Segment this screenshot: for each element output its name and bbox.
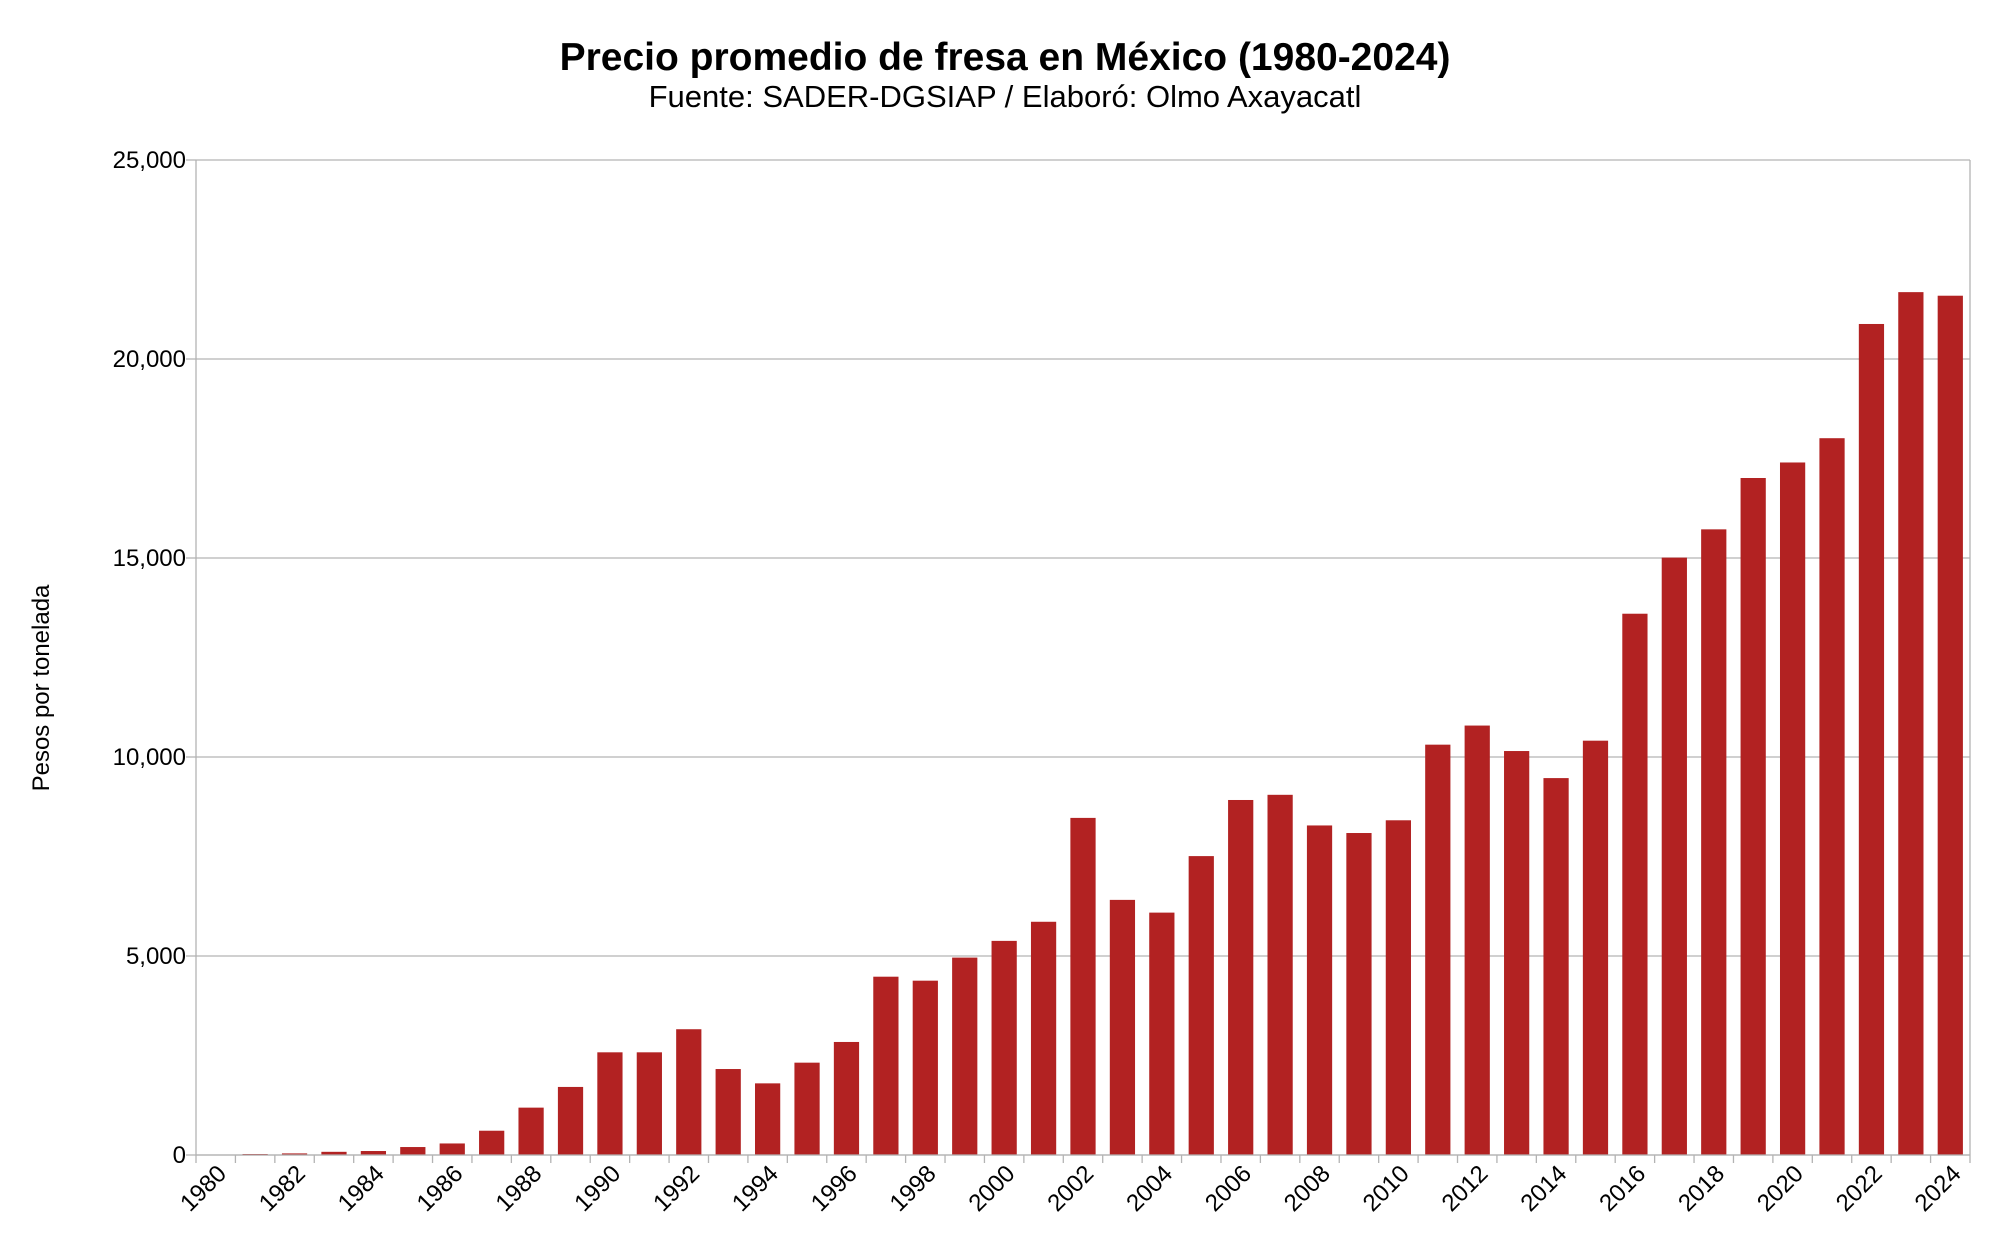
y-tick-label: 5,000	[126, 943, 186, 970]
bar-1990	[597, 1052, 623, 1155]
y-axis-label: Pesos por tonelada	[28, 584, 55, 791]
x-tick-label: 1982	[254, 1160, 311, 1217]
x-tick-label: 2018	[1673, 1160, 1730, 1217]
x-tick-label: 1984	[333, 1160, 390, 1217]
bar-2002	[1070, 817, 1096, 1155]
bar-1998	[912, 980, 938, 1155]
bar-2007	[1267, 794, 1293, 1155]
bar-1989	[557, 1086, 584, 1155]
bar-2013	[1504, 751, 1530, 1155]
y-tick-label: 20,000	[113, 346, 186, 373]
x-tick-label: 2002	[1042, 1160, 1099, 1217]
bar-2012	[1464, 725, 1490, 1155]
y-tick-label: 0	[173, 1142, 186, 1169]
x-tick-label: 2010	[1358, 1160, 1415, 1217]
y-tick-label: 15,000	[113, 545, 186, 572]
x-tick-label: 2006	[1200, 1160, 1257, 1217]
x-tick-label: 1990	[569, 1160, 626, 1217]
y-tick-label: 10,000	[113, 744, 186, 771]
x-tick-label: 2004	[1121, 1160, 1178, 1217]
bar-1995	[794, 1062, 820, 1155]
x-tick-label: 1994	[727, 1160, 784, 1217]
bar-1997	[873, 976, 899, 1155]
bar-1986	[439, 1143, 465, 1155]
bar-2015	[1582, 740, 1609, 1155]
bar-2006	[1228, 799, 1254, 1155]
bar-2018	[1701, 529, 1727, 1155]
bar-2008	[1306, 825, 1333, 1155]
bar-2021	[1819, 438, 1845, 1155]
bar-2014	[1543, 778, 1569, 1155]
bar-2010	[1385, 820, 1411, 1155]
x-tick-label: 1998	[885, 1160, 942, 1217]
bar-2019	[1740, 478, 1766, 1155]
bar-2009	[1346, 833, 1372, 1155]
x-tick-label: 2016	[1594, 1160, 1651, 1217]
x-tick-label: 2008	[1279, 1160, 1336, 1217]
bar-2024	[1937, 295, 1963, 1155]
chart-title: Precio promedio de fresa en México (1980…	[560, 36, 1451, 79]
bar-2005	[1188, 856, 1214, 1155]
chart-subtitle: Fuente: SADER-DGSIAP / Elaboró: Olmo Axa…	[649, 79, 1362, 114]
bar-2020	[1779, 462, 1806, 1156]
x-tick-label: 2012	[1437, 1160, 1494, 1217]
x-tick-label: 2024	[1910, 1160, 1967, 1217]
bar-1996	[833, 1041, 860, 1155]
x-tick-label: 1986	[412, 1160, 469, 1217]
bar-2017	[1661, 557, 1687, 1155]
bar-2023	[1898, 292, 1924, 1155]
bar-1983	[321, 1151, 347, 1155]
x-tick-label: 2000	[964, 1160, 1021, 1217]
x-tick-label: 2022	[1831, 1160, 1888, 1217]
bar-2000	[991, 940, 1017, 1155]
bar-2016	[1622, 613, 1648, 1155]
bar-1992	[676, 1029, 702, 1155]
y-tick-label: 25,000	[113, 147, 186, 174]
bar-2003	[1109, 899, 1136, 1155]
bar-2001	[1030, 921, 1057, 1155]
bar-2011	[1425, 744, 1451, 1155]
bar-1984	[360, 1151, 387, 1155]
x-tick-label: 2014	[1515, 1160, 1572, 1217]
bar-1982	[281, 1153, 308, 1155]
bar-1994	[755, 1083, 781, 1155]
bar-1991	[636, 1052, 662, 1155]
x-tick-label: 2020	[1752, 1160, 1809, 1217]
bar-1988	[518, 1107, 544, 1155]
bar-1993	[715, 1069, 741, 1155]
bar-1987	[479, 1130, 505, 1155]
bar-2004	[1149, 912, 1175, 1155]
x-tick-label: 1992	[648, 1160, 705, 1217]
bar-1985	[400, 1147, 426, 1155]
bar-1999	[952, 957, 978, 1155]
bar-2022	[1858, 323, 1885, 1155]
x-tick-label: 1996	[806, 1160, 863, 1217]
x-tick-label: 1988	[490, 1160, 547, 1217]
